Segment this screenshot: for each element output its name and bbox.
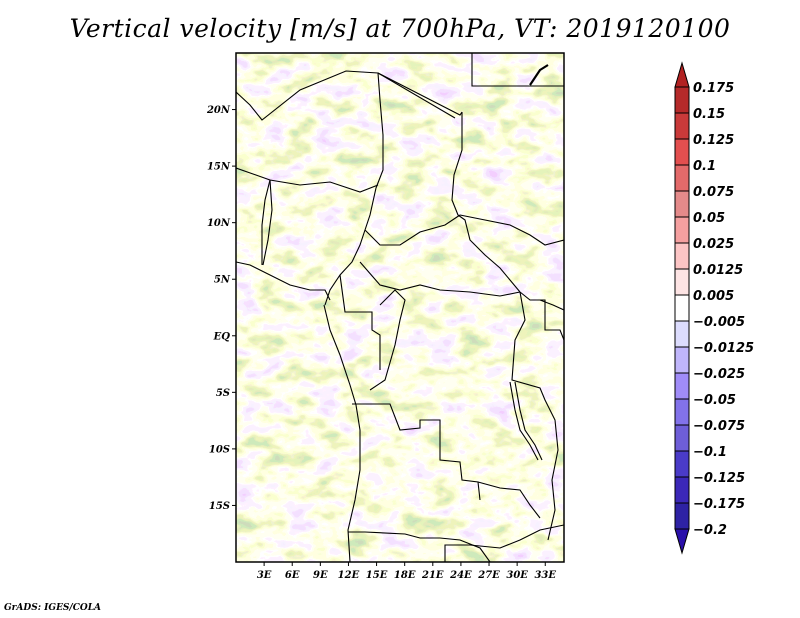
colorbar-swatch <box>674 372 690 400</box>
colorbar-label: 0.0125 <box>693 263 743 278</box>
lake-tanganyika <box>509 381 539 461</box>
map-frame <box>235 52 565 563</box>
colorbar-label: 0.005 <box>693 289 734 304</box>
lon-tick-label: 6E <box>285 570 300 581</box>
colorbar-swatch <box>674 398 690 426</box>
nile-blue <box>529 64 549 86</box>
colorbar-swatch <box>674 502 690 530</box>
colorbar-label: −0.075 <box>693 419 745 434</box>
border-sudan-ss <box>459 214 564 246</box>
border-chad-sudan <box>451 112 521 293</box>
border-congo <box>369 289 406 391</box>
colorbar-label: 0.025 <box>693 237 734 252</box>
border-zambia <box>477 481 541 519</box>
colorbar-label: 0.075 <box>693 185 734 200</box>
colorbar-label: −0.175 <box>693 497 745 512</box>
colorbar-swatch <box>674 346 690 374</box>
border-uganda <box>530 299 564 341</box>
lake-tanganyika-2 <box>514 381 543 461</box>
grads-credit: GrADS: IGES/COLA <box>4 603 102 613</box>
lon-tick-label: 24E <box>449 570 472 581</box>
coast-nigeria <box>236 261 331 301</box>
lat-tick-label: 10N <box>207 218 231 229</box>
latitude-axis: 20N 15N 10N 5N EQ 5S 10S 15S <box>206 105 236 512</box>
lon-tick-label: 3E <box>257 570 272 581</box>
border-chad-west <box>375 72 384 189</box>
colorbar-label: −0.2 <box>693 523 727 538</box>
colorbar-swatch <box>674 216 690 244</box>
colorbar-label: 0.15 <box>693 107 725 122</box>
lon-tick-label: 12E <box>338 570 360 581</box>
colorbar-swatch <box>674 164 690 192</box>
colorbar-label: 0.125 <box>693 133 734 148</box>
lat-tick-label: 15S <box>209 501 230 512</box>
border-nigeria-west <box>262 179 273 266</box>
border-nigeria-east <box>324 187 377 306</box>
colorbar-swatch <box>674 242 690 270</box>
colorbar-label: −0.0125 <box>693 341 754 356</box>
colorbar-swatch <box>674 476 690 504</box>
colorbar-swatch <box>674 112 690 140</box>
colorbar-swatch <box>674 424 690 452</box>
colorbar-swatch <box>674 190 690 218</box>
colorbar: 0.175 0.15 0.125 0.1 0.075 0.05 0.025 0.0125 0.0… <box>674 61 754 555</box>
colorbar-max-arrow <box>674 61 690 88</box>
lon-tick-label: 27E <box>477 570 500 581</box>
longitude-axis: 3E 6E 9E 12E 15E 18E 21E 24E 27E 30E 33E <box>257 562 556 581</box>
colorbar-swatch <box>674 268 690 296</box>
country-borders <box>236 53 564 562</box>
coast-west <box>323 304 361 562</box>
border-chad-libya <box>377 72 456 119</box>
colorbar-label: −0.1 <box>693 445 727 460</box>
border-cameroon <box>339 274 381 370</box>
lat-tick-label: 20N <box>206 105 231 116</box>
colorbar-label: 0.175 <box>693 81 734 96</box>
lon-tick-label: 30E <box>506 570 528 581</box>
lon-tick-label: 18E <box>394 570 416 581</box>
map-field <box>236 53 564 562</box>
border-chad-car <box>364 214 461 246</box>
lon-tick-label: 15E <box>366 570 388 581</box>
border-niger-south <box>236 167 379 193</box>
colorbar-swatch <box>674 138 690 166</box>
lat-tick-label: EQ <box>213 331 231 342</box>
lon-tick-label: 33E <box>534 570 556 581</box>
border-niger-algeria <box>236 70 463 121</box>
lat-tick-label: 10S <box>209 444 230 455</box>
lat-tick-label: 5N <box>214 275 231 286</box>
colorbar-label: −0.025 <box>693 367 745 382</box>
border-benin <box>261 179 271 265</box>
border-drc-angola <box>352 403 481 501</box>
colorbar-swatch <box>674 294 690 322</box>
colorbar-swatch <box>674 450 690 478</box>
colorbar-swatch <box>674 86 690 114</box>
colorbar-label: −0.125 <box>693 471 745 486</box>
chart-title: Vertical velocity [m/s] at 700hPa, VT: 2… <box>69 14 731 43</box>
colorbar-swatch <box>674 320 690 348</box>
colorbar-min-arrow <box>674 528 690 555</box>
colorbar-label: −0.05 <box>693 393 736 408</box>
border-car-south <box>359 261 521 297</box>
border-angola-namibia <box>348 531 491 562</box>
lat-tick-label: 15N <box>207 162 231 173</box>
colorbar-label: 0.05 <box>693 211 725 226</box>
colorbar-label: −0.005 <box>693 315 745 330</box>
colorbar-label: 0.1 <box>693 159 716 174</box>
lon-tick-label: 21E <box>421 570 444 581</box>
border-east-africa <box>511 291 559 541</box>
border-libya-egypt <box>471 53 564 87</box>
lat-tick-label: 5S <box>216 388 230 399</box>
border-zambia-east <box>444 524 564 562</box>
lon-tick-label: 9E <box>313 570 328 581</box>
